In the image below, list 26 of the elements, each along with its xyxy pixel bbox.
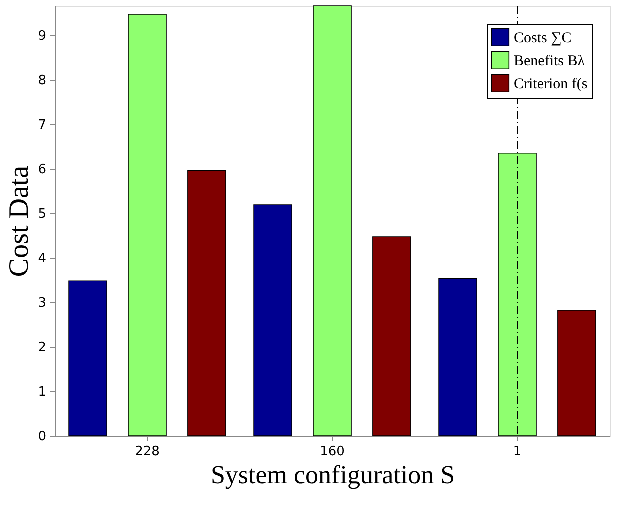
y-tick-label: 8 [38,73,46,88]
bar [128,14,167,436]
y-tick-label: 6 [38,162,46,178]
bar [438,278,478,436]
y-axis-title: Cost Data [4,165,36,278]
bar [313,6,352,436]
bar [372,236,412,436]
x-tick-label: 160 [320,444,345,460]
bar [558,310,596,436]
y-tick-label: 0 [38,430,46,444]
y-tick-label: 5 [38,206,46,222]
x-axis-title: System configuration S [210,460,456,490]
bar [188,170,226,436]
y-tick-label: 9 [38,28,46,44]
y-tick-label: 3 [38,296,46,311]
legend-label: Benefits Bλ [514,54,586,70]
y-tick-label: 1 [38,384,46,400]
y-tick-label: 7 [38,118,46,133]
x-tick-label: 228 [135,444,160,460]
legend-label: Criterion f(s [514,76,588,92]
bar [68,280,108,436]
bar [254,204,292,436]
legend-label: Costs ∑C [514,30,572,46]
x-tick-label: 1 [513,444,522,460]
y-tick-label: 4 [38,251,46,266]
y-tick-label: 2 [38,340,46,356]
